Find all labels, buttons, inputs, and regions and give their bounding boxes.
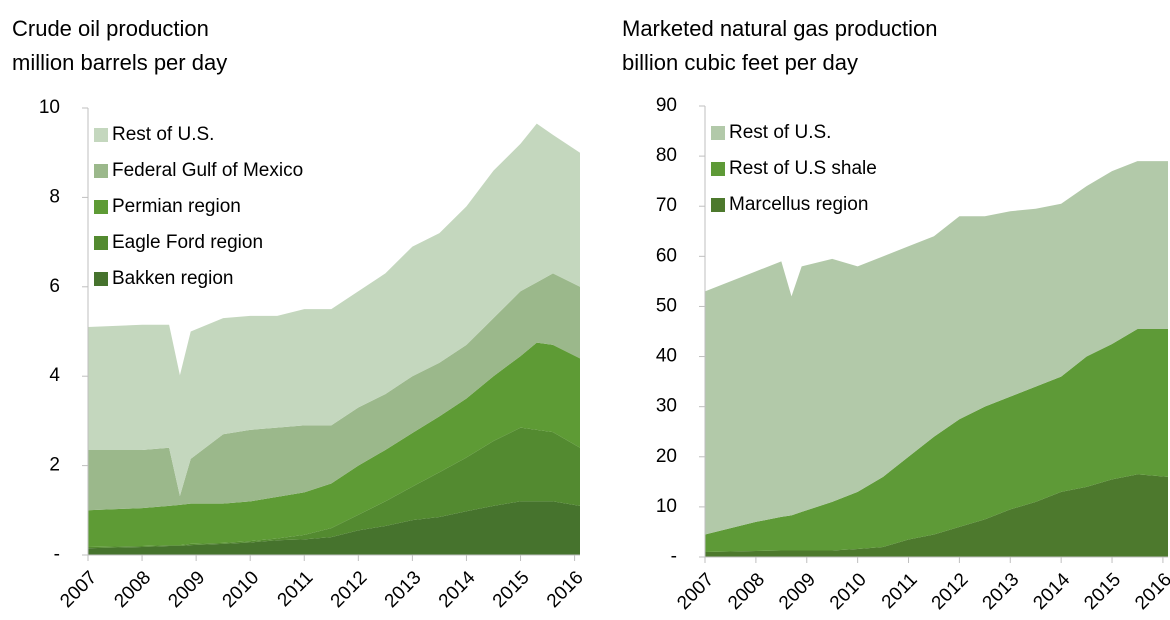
legend-swatch: [711, 198, 725, 212]
legend-swatch: [94, 272, 108, 286]
y-tick-label: 8: [49, 186, 60, 207]
y-tick-label: 40: [656, 346, 677, 367]
y-tick-label: 4: [49, 365, 60, 386]
area: [705, 328, 1168, 552]
y-tick-label: 60: [656, 245, 677, 266]
y-tick-label: 10: [656, 496, 677, 517]
x-tick-label: 2014: [1029, 569, 1074, 614]
y-tick-label: -: [54, 544, 60, 565]
legend-label: Federal Gulf of Mexico: [112, 160, 303, 181]
y-tick-label: 30: [656, 396, 677, 417]
legend-swatch: [94, 164, 108, 178]
legend-swatch: [94, 200, 108, 214]
area: [705, 474, 1168, 557]
y-tick-label: 90: [656, 95, 677, 116]
x-tick-label: 2012: [327, 567, 372, 612]
y-tick-label: -: [671, 546, 677, 567]
x-tick-label: 2007: [56, 567, 101, 612]
legend-swatch: [94, 128, 108, 142]
x-tick-label: 2007: [673, 569, 718, 614]
y-tick-label: 10: [39, 97, 60, 118]
legend-swatch: [711, 126, 725, 140]
x-tick-label: 2013: [381, 567, 426, 612]
x-tick-label: 2016: [1131, 569, 1170, 614]
legend-swatch: [711, 162, 725, 176]
x-tick-label: 2008: [110, 567, 155, 612]
legend-label: Permian region: [112, 196, 241, 217]
legend-swatch: [94, 236, 108, 250]
x-tick-label: 2009: [775, 569, 820, 614]
legend-label: Rest of U.S shale: [729, 158, 877, 179]
y-tick-label: 80: [656, 145, 677, 166]
area: [88, 501, 580, 555]
y-tick-label: 50: [656, 295, 677, 316]
x-tick-label: 2008: [724, 569, 769, 614]
legend-label: Eagle Ford region: [112, 232, 263, 253]
x-tick-label: 2010: [219, 567, 264, 612]
y-tick-label: 20: [656, 446, 677, 467]
area: [88, 342, 580, 547]
chart-title: Marketed natural gas production: [622, 16, 938, 41]
area: [705, 161, 1168, 535]
x-tick-label: 2015: [1080, 569, 1125, 614]
x-tick-label: 2013: [979, 569, 1024, 614]
chart-title: Crude oil production: [12, 16, 209, 41]
x-tick-label: 2012: [928, 569, 973, 614]
legend-label: Marcellus region: [729, 194, 868, 215]
x-tick-label: 2016: [543, 567, 588, 612]
x-tick-label: 2009: [164, 567, 209, 612]
x-tick-label: 2014: [435, 567, 480, 612]
x-tick-label: 2011: [878, 569, 922, 613]
chart-subtitle: million barrels per day: [12, 50, 227, 75]
chart-subtitle: billion cubic feet per day: [622, 50, 858, 75]
legend-label: Rest of U.S.: [112, 124, 214, 145]
x-tick-label: 2015: [489, 567, 534, 612]
legend-label: Bakken region: [112, 268, 233, 289]
area: [88, 123, 580, 496]
x-tick-label: 2010: [826, 569, 871, 614]
area: [88, 427, 580, 549]
x-tick-label: 2011: [274, 567, 318, 611]
y-tick-label: 6: [49, 276, 60, 297]
y-tick-label: 70: [656, 195, 677, 216]
area: [88, 273, 580, 511]
y-tick-label: 2: [49, 455, 60, 476]
legend-label: Rest of U.S.: [729, 122, 831, 143]
